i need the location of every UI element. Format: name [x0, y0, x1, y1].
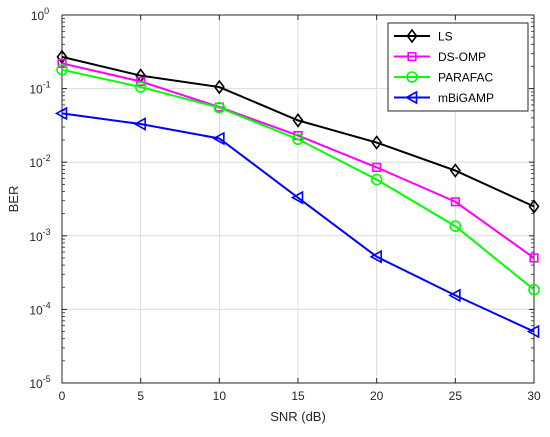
legend-marker — [407, 51, 417, 62]
y-tick-label: 10-3 — [29, 227, 50, 244]
x-tick-label: 15 — [291, 389, 305, 403]
data-point — [528, 283, 540, 296]
x-tick-label: 25 — [449, 389, 463, 403]
series-mbigamp — [54, 106, 540, 339]
data-point — [212, 131, 225, 146]
series-group — [54, 49, 540, 339]
y-tick-label: 100 — [31, 6, 49, 23]
legend-label: DS-OMP — [438, 50, 486, 64]
y-tick-label: 10-4 — [29, 300, 50, 317]
series-line — [61, 55, 535, 208]
data-point — [290, 190, 304, 205]
data-point — [136, 76, 146, 87]
legend-label: mBiGAMP — [438, 91, 494, 105]
data-point — [56, 64, 68, 76]
data-point — [449, 220, 462, 233]
data-point — [371, 135, 383, 150]
legend-entry: mBiGAMP — [394, 90, 494, 105]
y-tick-label: 10-5 — [29, 374, 50, 391]
data-point — [54, 106, 68, 121]
data-point — [529, 253, 539, 263]
legend-label: PARAFAC — [438, 71, 493, 85]
legend-label: LS — [438, 30, 453, 44]
series-parafac — [56, 64, 540, 296]
data-point — [448, 288, 461, 303]
legend: LS DS-OMP PARAFAC mBiGAMP — [387, 22, 529, 112]
data-point — [134, 81, 147, 93]
data-point — [369, 249, 382, 264]
x-tick-label: 5 — [137, 389, 144, 403]
data-point — [450, 197, 460, 207]
series-ls — [56, 49, 540, 214]
legend-marker — [406, 28, 418, 44]
x-tick-label: 30 — [527, 389, 541, 403]
legend-entry: DS-OMP — [394, 50, 486, 64]
series-line — [61, 68, 535, 291]
data-point — [370, 173, 383, 186]
data-point — [57, 58, 67, 68]
legend-marker — [404, 90, 418, 105]
data-point — [372, 162, 382, 172]
x-tick-label: 20 — [370, 389, 384, 403]
data-point — [292, 133, 304, 146]
data-point — [133, 117, 146, 131]
x-tick-label: 10 — [213, 389, 227, 403]
y-tick-label: 10-1 — [29, 80, 50, 97]
y-axis-label: BER — [6, 186, 21, 213]
axis-ticks: 0 5 10 15 20 25 30 10-5 10-4 10-3 10-2 10-1 100 — [29, 6, 541, 403]
legend-marker — [406, 71, 418, 83]
data-point — [526, 324, 540, 339]
legend-entry: PARAFAC — [394, 71, 493, 85]
legend-entry: LS — [394, 28, 453, 44]
data-point — [449, 163, 461, 178]
data-point — [292, 113, 304, 128]
legend-box — [387, 22, 529, 112]
y-tick-label: 10-2 — [29, 153, 50, 170]
x-tick-label: 0 — [59, 389, 66, 403]
data-point — [56, 49, 68, 65]
x-axis-label: SNR (dB) — [270, 409, 326, 424]
data-point — [528, 199, 540, 214]
data-point — [213, 101, 226, 114]
data-point — [213, 79, 225, 95]
series-line — [61, 112, 535, 333]
